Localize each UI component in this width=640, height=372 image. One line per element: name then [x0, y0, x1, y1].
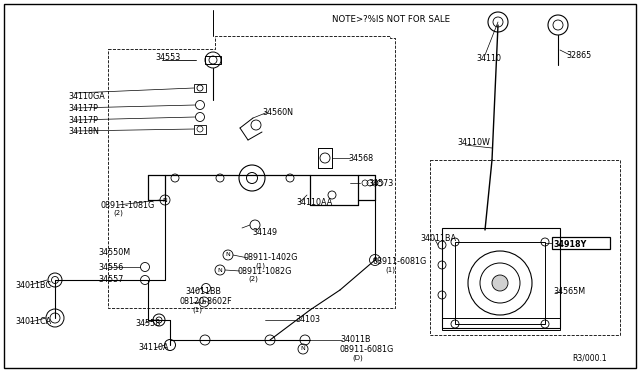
Bar: [205, 56, 221, 64]
Bar: [430, 160, 620, 335]
Text: 34557: 34557: [98, 276, 124, 285]
Text: (D): (D): [352, 355, 363, 361]
Text: 34011B: 34011B: [340, 336, 371, 344]
Bar: [552, 237, 610, 249]
Text: 34117P: 34117P: [68, 115, 98, 125]
Bar: [455, 242, 545, 324]
Text: 34110GA: 34110GA: [68, 92, 105, 100]
Text: 34558: 34558: [135, 318, 160, 327]
Text: 34110A: 34110A: [138, 343, 168, 353]
Text: 34110AA: 34110AA: [296, 198, 332, 206]
Text: 08120-8602F: 08120-8602F: [180, 298, 232, 307]
Text: 08911-1081G: 08911-1081G: [100, 201, 154, 209]
Text: R3/000.1: R3/000.1: [572, 353, 607, 362]
Text: B: B: [202, 299, 206, 305]
Bar: [442, 228, 560, 328]
Text: 34573: 34573: [368, 179, 393, 187]
Text: 08911-6081G: 08911-6081G: [373, 257, 428, 266]
Text: 34011CA: 34011CA: [15, 317, 51, 327]
Circle shape: [492, 275, 508, 291]
Text: 34011BA: 34011BA: [420, 234, 456, 243]
Text: 34110: 34110: [476, 54, 501, 62]
Text: N: N: [226, 253, 230, 257]
Text: N: N: [301, 346, 305, 352]
Text: (2): (2): [113, 210, 123, 216]
Text: 34918Y: 34918Y: [554, 240, 588, 248]
Bar: [194, 84, 206, 92]
Text: 34565M: 34565M: [553, 288, 585, 296]
Text: (2): (2): [248, 276, 258, 282]
Text: 34103: 34103: [295, 315, 320, 324]
Text: N: N: [218, 267, 222, 273]
Text: N: N: [163, 198, 168, 202]
Text: (1): (1): [255, 263, 265, 269]
Text: 34011BC: 34011BC: [15, 280, 51, 289]
Text: 08911-6081G: 08911-6081G: [340, 346, 394, 355]
Text: 34110W: 34110W: [457, 138, 490, 147]
Text: (1): (1): [385, 267, 395, 273]
Text: N: N: [372, 257, 378, 263]
Text: 34568: 34568: [348, 154, 373, 163]
Text: 34149: 34149: [252, 228, 277, 237]
Text: 34011BB: 34011BB: [185, 286, 221, 295]
Text: NOTE>?%IS NOT FOR SALE: NOTE>?%IS NOT FOR SALE: [332, 15, 450, 23]
Text: 34553: 34553: [155, 52, 180, 61]
Text: 34117P: 34117P: [68, 103, 98, 112]
Text: 08911-1402G: 08911-1402G: [244, 253, 298, 263]
Text: 34560N: 34560N: [262, 108, 293, 116]
Bar: [442, 318, 560, 330]
Bar: [194, 125, 206, 134]
Text: 08911-1082G: 08911-1082G: [237, 266, 291, 276]
Text: 34550M: 34550M: [98, 247, 130, 257]
Text: 34118N: 34118N: [68, 126, 99, 135]
Text: 34556: 34556: [98, 263, 124, 272]
Text: 32865: 32865: [566, 51, 591, 60]
Text: (1): (1): [192, 307, 202, 313]
